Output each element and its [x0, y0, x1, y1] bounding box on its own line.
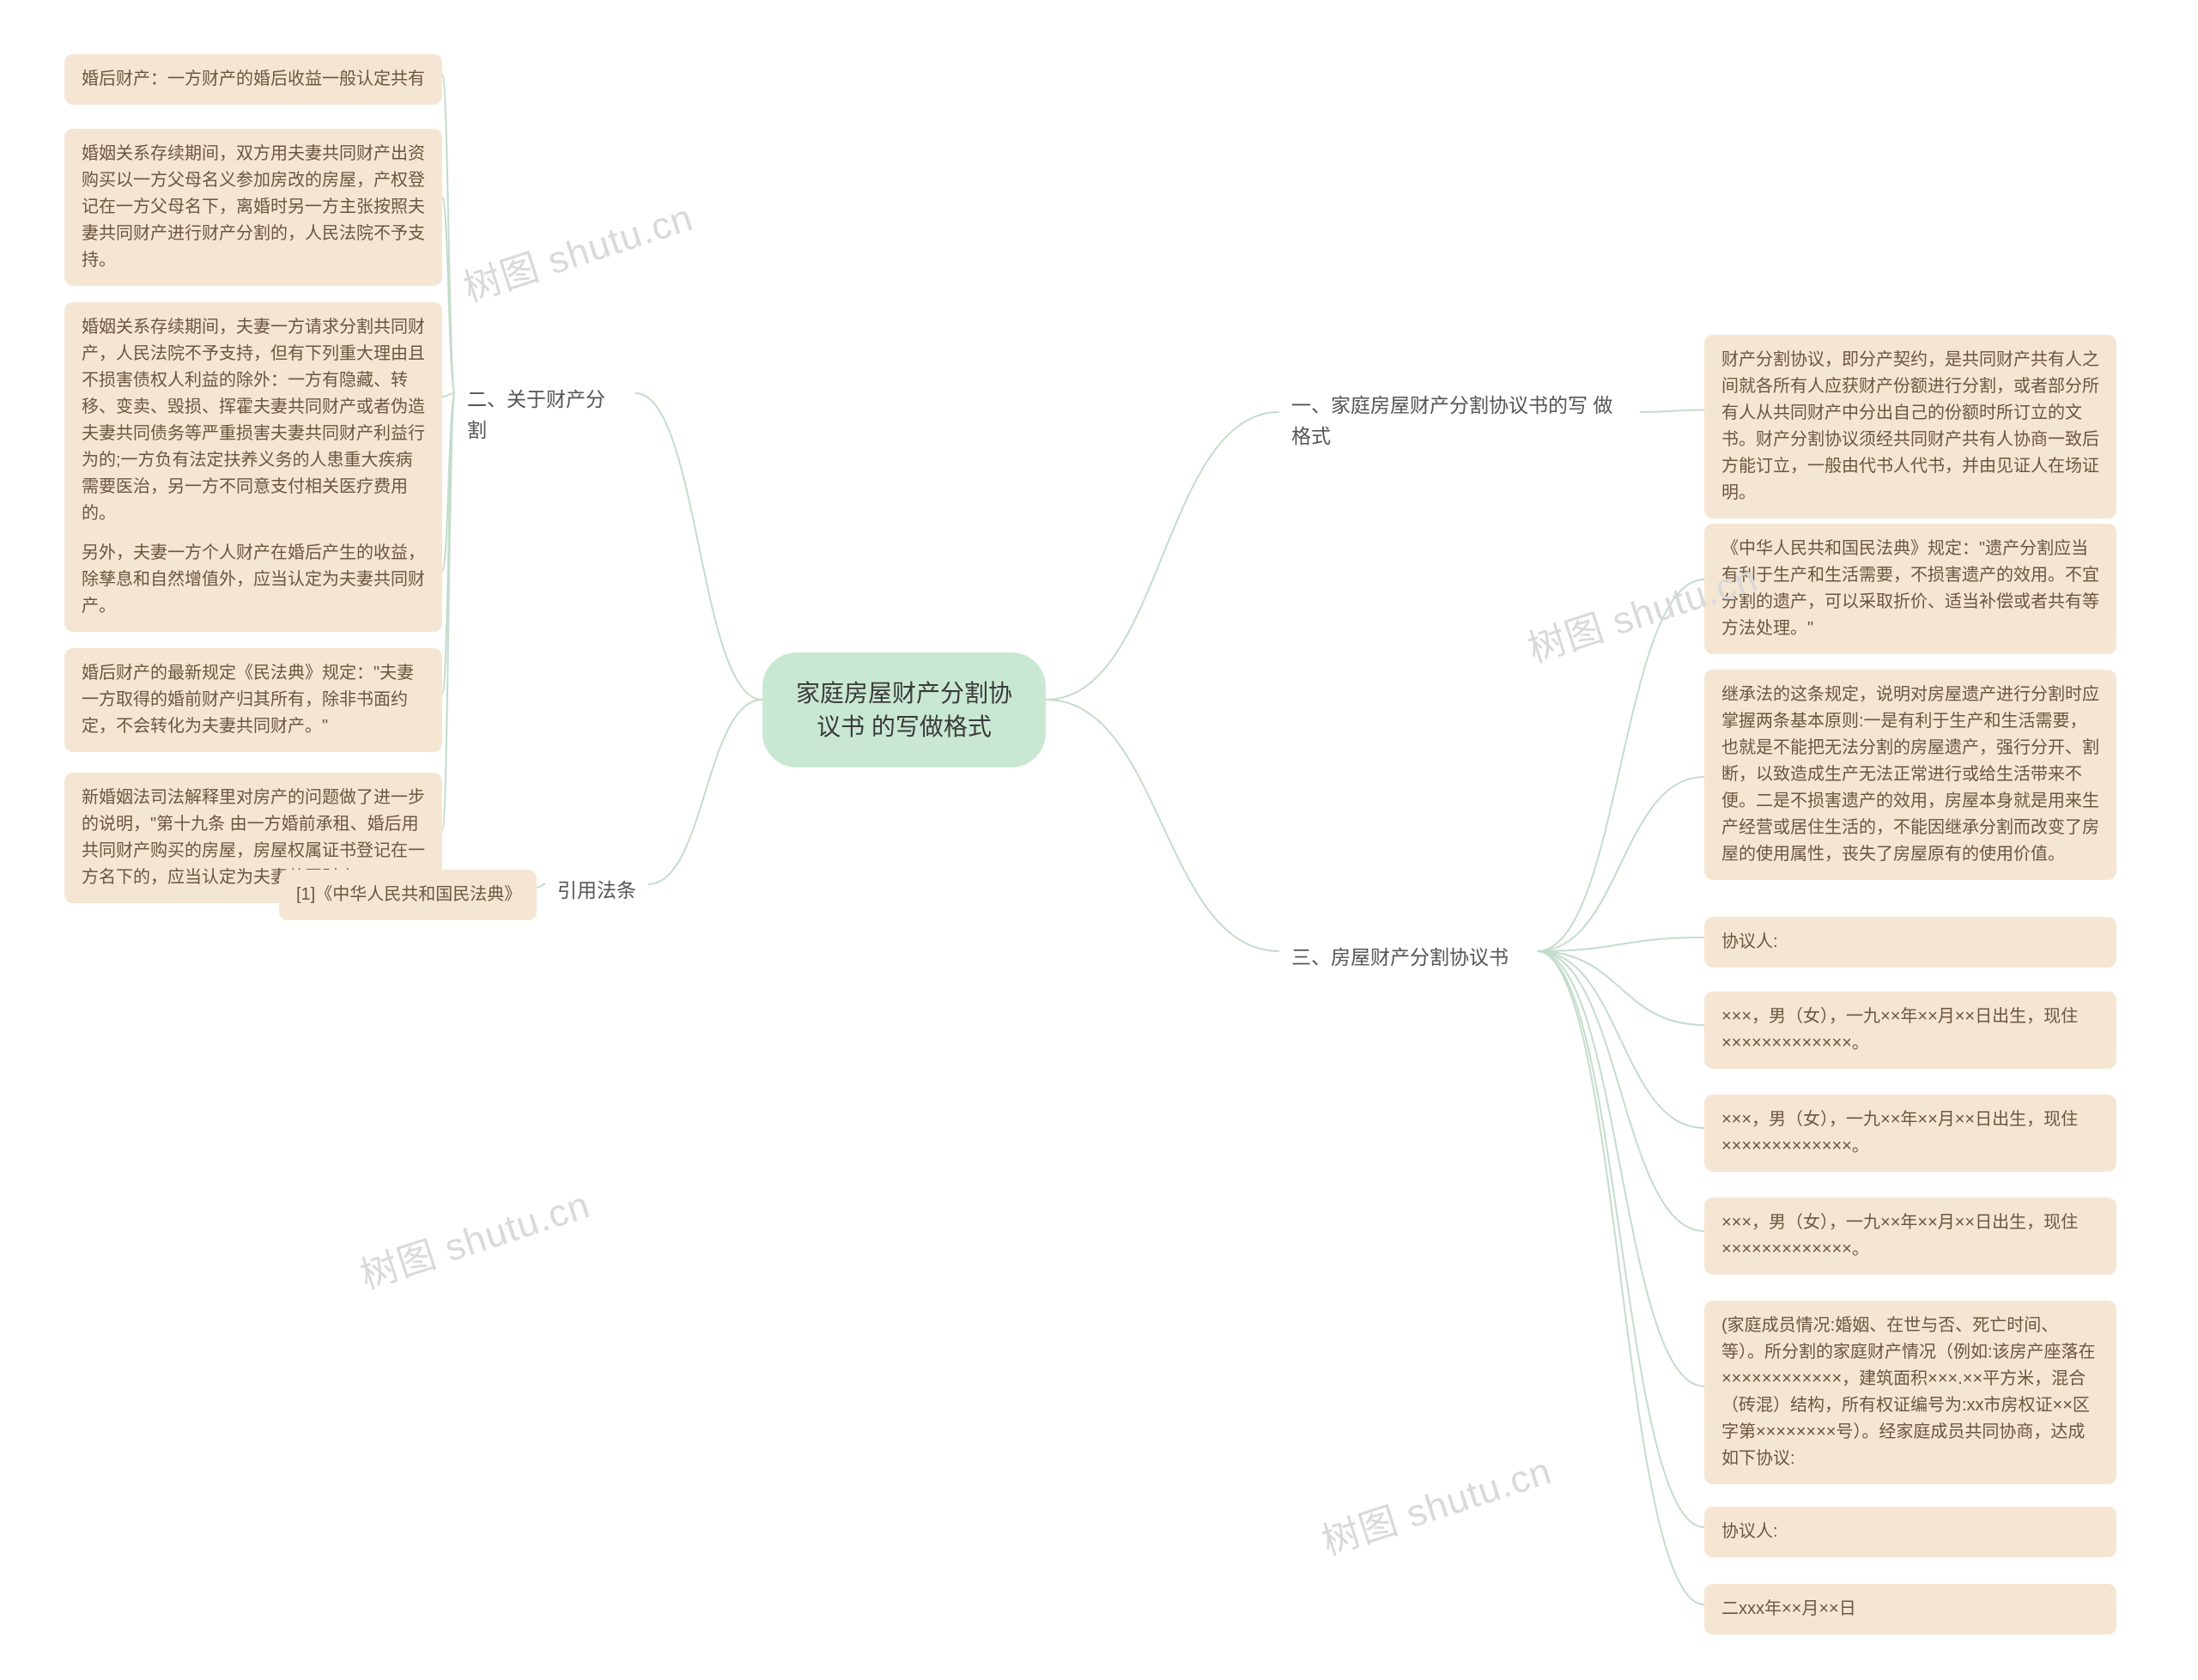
leaf-node: 协议人:	[1704, 1507, 2116, 1557]
leaf-node: 协议人:	[1704, 917, 2116, 967]
leaf-node: 婚后财产的最新规定《民法典》规定："夫妻一方取得的婚前财产归其所有，除非书面约定…	[64, 648, 442, 752]
leaf-node: 二xxx年××月××日	[1704, 1584, 2116, 1635]
watermark: 树图 shutu.cn	[1314, 1440, 1557, 1566]
branch-node-b3: 三、房屋财产分割协议书	[1279, 934, 1537, 982]
watermark: 树图 shutu.cn	[352, 1174, 596, 1300]
leaf-node: (家庭成员情况:婚姻、在世与否、死亡时间、等）。所分割的家庭财产情况（例如:该房…	[1704, 1301, 2116, 1484]
leaf-node: [1]《中华人民共和国民法典》	[279, 870, 537, 920]
leaf-node: ×××，男（女），一九××年××月××日出生，现住×××××××××××××。	[1704, 992, 2116, 1069]
center-node: 家庭房屋财产分割协议书 的写做格式	[762, 652, 1046, 767]
leaf-node: 婚姻关系存续期间，夫妻一方请求分割共同财产，人民法院不予支持，但有下列重大理由且…	[64, 302, 442, 539]
leaf-node: 婚姻关系存续期间，双方用夫妻共同财产出资购买以一方父母名义参加房改的房屋，产权登…	[64, 129, 442, 286]
leaf-node: 另外，夫妻一方个人财产在婚后产生的收益，除孳息和自然增值外，应当认定为夫妻共同财…	[64, 528, 442, 632]
watermark: 树图 shutu.cn	[455, 186, 699, 312]
leaf-node: ×××，男（女），一九××年××月××日出生，现住×××××××××××××。	[1704, 1198, 2116, 1275]
branch-node-b2: 二、关于财产分割	[455, 376, 635, 454]
leaf-node: 财产分割协议，即分产契约，是共同财产共有人之间就各所有人应获财产份额进行分割，或…	[1704, 335, 2116, 519]
leaf-node: ×××，男（女），一九××年××月××日出生，现住×××××××××××××。	[1704, 1095, 2116, 1172]
leaf-node: 婚后财产：一方财产的婚后收益一般认定共有	[64, 54, 442, 105]
leaf-node: 《中华人民共和国民法典》规定："遗产分割应当有利于生产和生活需要，不损害遗产的效…	[1704, 524, 2116, 654]
branch-node-b4: 引用法条	[545, 867, 648, 915]
leaf-node: 继承法的这条规定，说明对房屋遗产进行分割时应掌握两条基本原则:一是有利于生产和生…	[1704, 670, 2116, 880]
branch-node-b1: 一、家庭房屋财产分割协议书的写 做格式	[1279, 382, 1640, 460]
